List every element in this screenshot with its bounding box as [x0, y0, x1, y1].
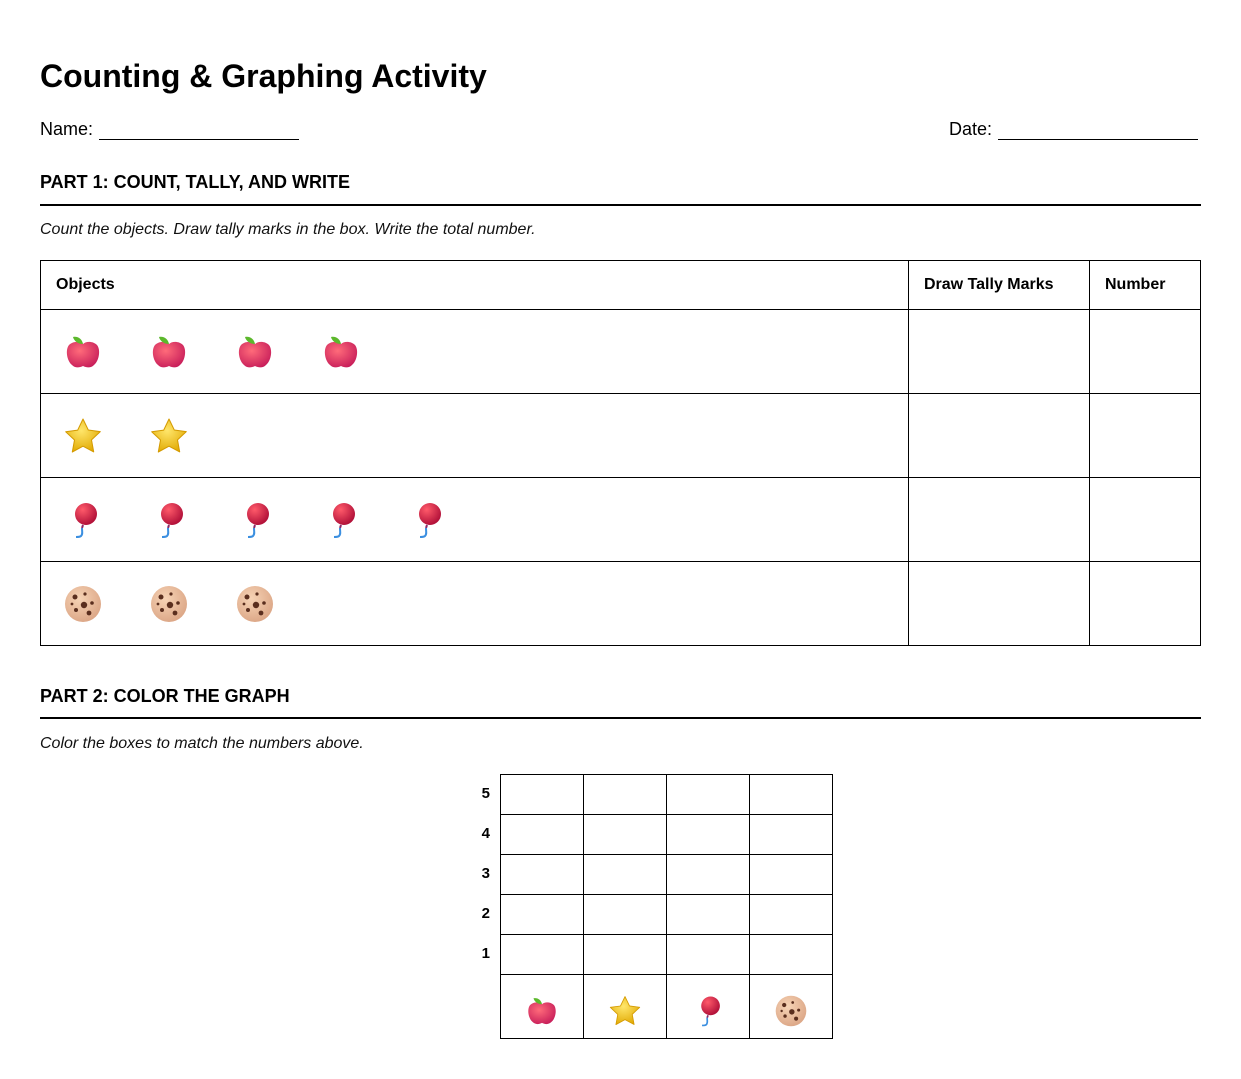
- name-label: Name:: [40, 119, 94, 139]
- balloon-icon: [235, 500, 275, 540]
- objects-cell: [40, 393, 909, 478]
- table-row: [40, 477, 1201, 562]
- star-icon: [63, 416, 103, 456]
- graph-cell[interactable]: [583, 814, 667, 855]
- graph-category-cell: [583, 974, 667, 1039]
- cookie-icon: [235, 584, 275, 624]
- cookie-icon: [149, 584, 189, 624]
- graph-category-cell: [666, 974, 750, 1039]
- graph-cell[interactable]: [749, 774, 833, 815]
- graph-cell[interactable]: [666, 854, 750, 895]
- graph-cell[interactable]: [583, 934, 667, 975]
- balloon-icon: [321, 500, 361, 540]
- graph-category-cell: [500, 974, 584, 1039]
- column-header-tally: Draw Tally Marks: [908, 260, 1090, 310]
- y-axis-label: 3: [481, 865, 490, 882]
- number-box[interactable]: [1089, 309, 1201, 394]
- balloon-icon: [149, 500, 189, 540]
- page-title: Counting & Graphing Activity: [40, 58, 487, 94]
- graph-cell[interactable]: [500, 854, 584, 895]
- graph-cell[interactable]: [666, 774, 750, 815]
- graph-cell[interactable]: [583, 894, 667, 935]
- date-blank-line[interactable]: [998, 123, 1199, 140]
- y-axis-label: 5: [481, 785, 490, 802]
- cookie-icon: [63, 584, 103, 624]
- tally-marks-box[interactable]: [908, 477, 1090, 562]
- part2-divider: [40, 717, 1201, 719]
- graph-cell[interactable]: [500, 934, 584, 975]
- apple-icon: [235, 332, 275, 372]
- table-row: [40, 309, 1201, 394]
- number-box[interactable]: [1089, 477, 1201, 562]
- star-icon: [608, 994, 642, 1028]
- graph-cell[interactable]: [500, 774, 584, 815]
- part1-heading: PART 1: COUNT, TALLY, AND WRITE: [40, 172, 350, 192]
- column-header-number: Number: [1089, 260, 1201, 310]
- objects-cell: [40, 561, 909, 646]
- apple-icon: [63, 332, 103, 372]
- part1-instruction: Count the objects. Draw tally marks in t…: [40, 221, 536, 238]
- table-row: [40, 393, 1201, 478]
- graph-cell[interactable]: [500, 814, 584, 855]
- graph-cell[interactable]: [749, 934, 833, 975]
- graph-cell[interactable]: [500, 894, 584, 935]
- graph-cell[interactable]: [666, 934, 750, 975]
- date-label: Date:: [949, 119, 993, 139]
- cookie-icon: [774, 994, 808, 1028]
- graph-cell[interactable]: [583, 774, 667, 815]
- graph-cell[interactable]: [583, 854, 667, 895]
- part2-instruction: Color the boxes to match the numbers abo…: [40, 735, 364, 752]
- star-icon: [149, 416, 189, 456]
- number-box[interactable]: [1089, 393, 1201, 478]
- y-axis-label: 4: [481, 825, 490, 842]
- graph-cell[interactable]: [749, 814, 833, 855]
- part2-heading: PART 2: COLOR THE GRAPH: [40, 686, 290, 706]
- table-row: [40, 561, 1201, 646]
- y-axis-label: 1: [481, 945, 490, 962]
- tally-marks-box[interactable]: [908, 309, 1090, 394]
- balloon-icon: [63, 500, 103, 540]
- apple-icon: [321, 332, 361, 372]
- name-field[interactable]: Name:: [40, 119, 300, 140]
- graph-cell[interactable]: [666, 814, 750, 855]
- counting-table: Objects Draw Tally Marks Number: [40, 260, 1201, 646]
- part1-divider: [40, 204, 1201, 206]
- graph-cell[interactable]: [749, 894, 833, 935]
- number-box[interactable]: [1089, 561, 1201, 646]
- picture-graph: [500, 774, 833, 1039]
- name-blank-line[interactable]: [99, 123, 300, 140]
- column-header-objects: Objects: [40, 260, 909, 310]
- tally-marks-box[interactable]: [908, 393, 1090, 478]
- objects-cell: [40, 309, 909, 394]
- balloon-icon: [407, 500, 447, 540]
- graph-cell[interactable]: [666, 894, 750, 935]
- apple-icon: [525, 994, 559, 1028]
- graph-cell[interactable]: [749, 854, 833, 895]
- apple-icon: [149, 332, 189, 372]
- tally-marks-box[interactable]: [908, 561, 1090, 646]
- balloon-icon: [691, 994, 725, 1028]
- date-field[interactable]: Date:: [949, 119, 1199, 140]
- objects-cell: [40, 477, 909, 562]
- graph-category-cell: [749, 974, 833, 1039]
- y-axis-label: 2: [481, 905, 490, 922]
